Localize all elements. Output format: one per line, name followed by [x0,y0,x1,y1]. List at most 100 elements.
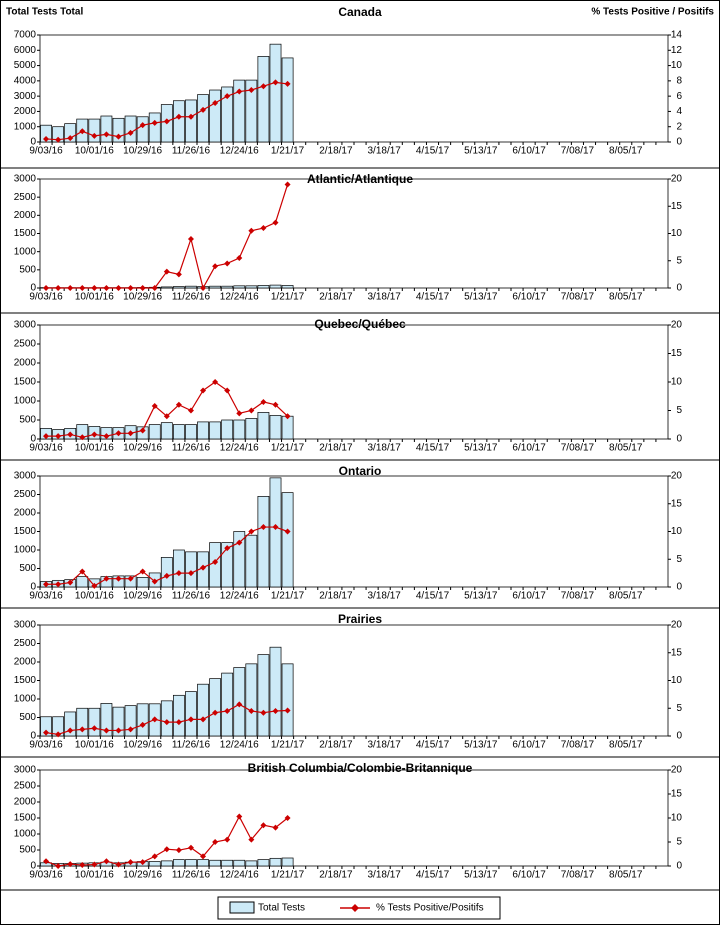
y-tick-label: 3000 [14,91,37,102]
bar [136,703,149,737]
bar [76,576,89,588]
point [272,524,279,531]
point [127,430,134,437]
point [260,83,267,90]
y-tick-label: 3000 [14,620,37,631]
x-tick-label: 11/26/16 [172,292,211,303]
bar [148,424,161,440]
x-tick-label: 1/21/17 [271,443,305,454]
bar [281,415,294,440]
y2-tick-label: 14 [671,30,683,41]
y-tick-label: 2500 [14,781,37,792]
bar [64,711,77,737]
point [175,113,182,120]
y-tick-label: 1500 [14,675,37,686]
bar [185,551,197,588]
point [115,575,122,582]
y2-tick-label: 15 [671,647,683,658]
y-tick-label: 500 [19,563,36,574]
point [224,387,231,394]
point [236,539,243,546]
y2-tick-label: 15 [671,201,683,212]
point [284,413,291,420]
point [224,708,231,715]
bar [76,707,89,737]
bar [172,859,185,867]
bar [209,89,222,143]
point [139,568,146,575]
x-tick-label: 11/26/16 [172,591,211,602]
point [79,128,86,135]
point [151,853,158,860]
bar [185,99,197,143]
y-tick-label: 2000 [14,210,37,221]
x-tick-label: 6/10/17 [512,740,546,751]
bar [209,421,222,440]
bar [185,691,197,737]
chart-title: Canada [338,5,382,19]
bar [257,496,270,588]
y2-tick-label: 5 [676,405,682,416]
x-tick-label: 7/08/17 [561,870,595,881]
point [163,572,170,579]
point [91,431,98,438]
y2-tick-label: 10 [671,228,683,239]
point [260,225,267,232]
y-tick-label: 1000 [14,694,37,705]
point [55,433,62,440]
x-tick-label: 8/05/17 [609,591,643,602]
y-tick-label: 6000 [14,45,37,56]
y2-tick-label: 5 [676,837,682,848]
point [55,731,62,738]
y-tick-label: 4000 [14,75,37,86]
point [43,135,50,142]
x-tick-label: 10/01/16 [75,740,114,751]
point [236,813,243,820]
x-tick-label: 4/15/17 [416,292,450,303]
point [200,716,207,723]
bar [160,700,173,737]
bar [221,542,234,588]
bar [197,421,209,440]
y2-tick-label: 0 [676,434,682,445]
point [55,863,62,869]
bar [233,285,246,289]
point [260,709,267,716]
bar [40,716,52,737]
y-tick-label: 7000 [14,30,37,41]
point [55,136,62,143]
y2-tick-label: 6 [676,91,682,102]
point [200,106,207,113]
legend-marker [351,904,359,912]
bar [257,285,270,289]
bar [257,654,270,737]
point [260,524,267,531]
x-tick-label: 7/08/17 [561,146,595,157]
bar [100,703,113,737]
y-tick-label: 1500 [14,526,37,537]
point [115,727,122,734]
point [79,862,86,869]
point [139,859,146,866]
bar [221,86,234,143]
x-tick-label: 10/01/16 [75,292,114,303]
point [284,181,291,188]
x-tick-label: 10/01/16 [75,146,114,157]
point [236,255,243,262]
y2-tick-label: 5 [676,554,682,565]
point [151,716,158,723]
y-tick-label: 2000 [14,106,37,117]
point [224,93,231,100]
point [115,861,122,868]
point [175,271,182,278]
y2-tick-label: 0 [676,283,682,294]
bar [160,557,173,588]
x-tick-label: 11/26/16 [172,146,211,157]
point [139,122,146,129]
bar [269,857,282,867]
point [91,132,98,139]
bar [185,424,197,440]
x-tick-label: 3/18/17 [368,591,402,602]
point [103,727,110,734]
y-tick-label: 2500 [14,339,37,350]
